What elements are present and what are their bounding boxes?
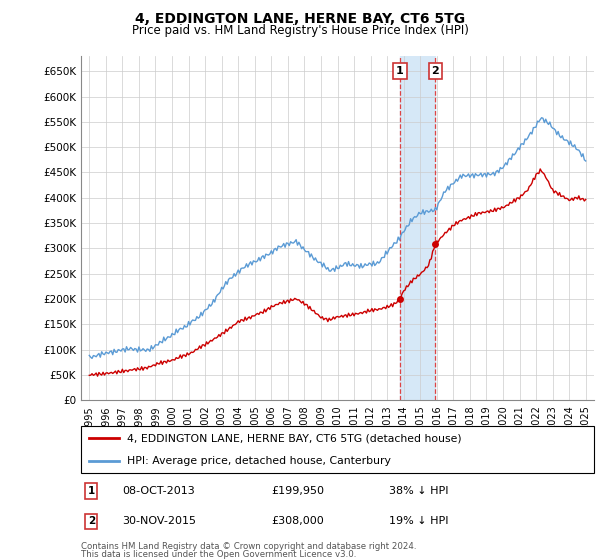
- Text: 2: 2: [431, 66, 439, 76]
- Text: 2: 2: [88, 516, 95, 526]
- Text: This data is licensed under the Open Government Licence v3.0.: This data is licensed under the Open Gov…: [81, 550, 356, 559]
- Text: HPI: Average price, detached house, Canterbury: HPI: Average price, detached house, Cant…: [127, 456, 391, 466]
- Text: £308,000: £308,000: [271, 516, 323, 526]
- Text: 1: 1: [396, 66, 404, 76]
- Text: 08-OCT-2013: 08-OCT-2013: [122, 486, 195, 496]
- Text: 1: 1: [88, 486, 95, 496]
- Text: Contains HM Land Registry data © Crown copyright and database right 2024.: Contains HM Land Registry data © Crown c…: [81, 542, 416, 550]
- FancyBboxPatch shape: [81, 426, 594, 473]
- Text: Price paid vs. HM Land Registry's House Price Index (HPI): Price paid vs. HM Land Registry's House …: [131, 24, 469, 37]
- Text: 19% ↓ HPI: 19% ↓ HPI: [389, 516, 448, 526]
- Text: 30-NOV-2015: 30-NOV-2015: [122, 516, 196, 526]
- Text: 38% ↓ HPI: 38% ↓ HPI: [389, 486, 448, 496]
- Text: 4, EDDINGTON LANE, HERNE BAY, CT6 5TG (detached house): 4, EDDINGTON LANE, HERNE BAY, CT6 5TG (d…: [127, 433, 462, 444]
- Text: 4, EDDINGTON LANE, HERNE BAY, CT6 5TG: 4, EDDINGTON LANE, HERNE BAY, CT6 5TG: [135, 12, 465, 26]
- Bar: [400, 56, 436, 400]
- Text: £199,950: £199,950: [271, 486, 324, 496]
